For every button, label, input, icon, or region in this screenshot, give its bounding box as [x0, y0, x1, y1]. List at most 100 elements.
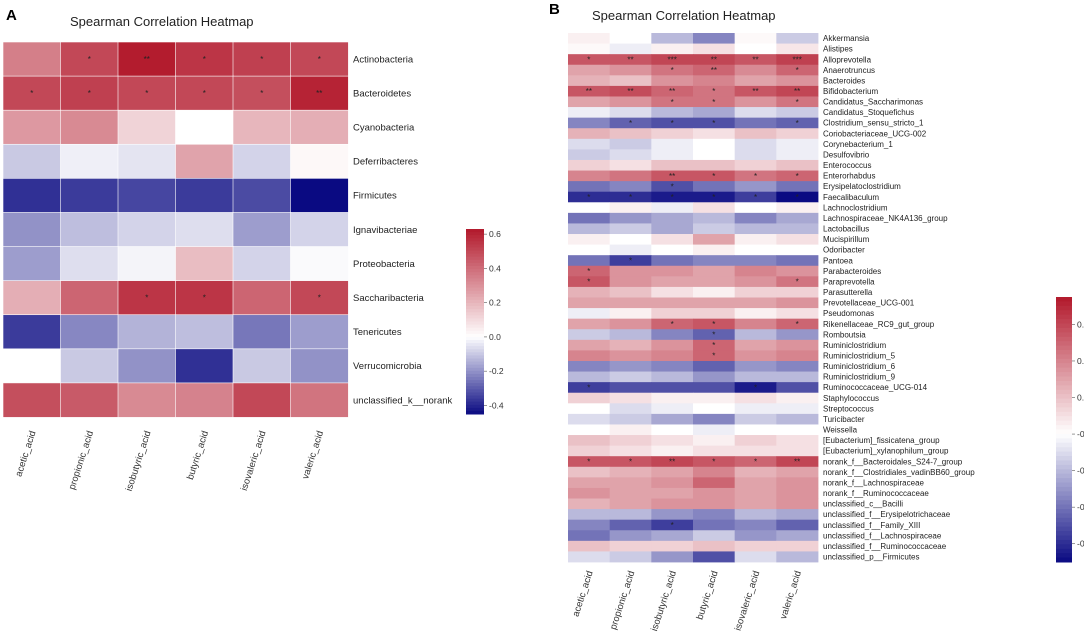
heatmap-cell-B	[568, 360, 611, 372]
row-label-B: Candidatus_Stoquefichus	[823, 108, 914, 117]
colorbar-segment-A	[466, 380, 484, 384]
heatmap-cell-B	[693, 223, 736, 235]
heatmap-cell-B	[693, 128, 736, 140]
heatmap-cell-B	[734, 540, 777, 552]
heatmap-cell-B	[568, 212, 611, 224]
heatmap-cell-B	[651, 329, 694, 341]
heatmap-cell-A	[117, 246, 177, 282]
colorbar-segment-A	[466, 410, 484, 415]
heatmap-cell-B	[776, 96, 819, 108]
colorbar-segment-A	[466, 229, 484, 233]
heatmap-cell-B	[693, 43, 736, 55]
significance-mark-B: **	[711, 55, 717, 64]
heatmap-cell-B	[609, 382, 652, 394]
row-label-B: Romboutsia	[823, 330, 866, 339]
colorbar-segment-B	[1056, 358, 1072, 364]
heatmap-cell-B	[734, 339, 777, 351]
heatmap-cell-B	[568, 329, 611, 341]
heatmap-cell-B	[776, 212, 819, 224]
colorbar-segment-B	[1056, 548, 1072, 554]
significance-mark-B: **	[752, 55, 758, 64]
colorbar-segment-B	[1056, 433, 1072, 439]
heatmap-cell-B	[609, 509, 652, 521]
heatmap-cell-B	[776, 530, 819, 542]
colorbar-segment-A	[466, 250, 484, 255]
heatmap-cell-B	[734, 265, 777, 277]
heatmap-cell-B	[568, 519, 611, 531]
colorbar-segment-B	[1056, 557, 1072, 563]
colorbar-segment-B	[1056, 500, 1072, 506]
heatmap-cell-B	[609, 54, 652, 66]
colorbar-segment-A	[466, 389, 484, 393]
colorbar-segment-A	[466, 367, 484, 372]
heatmap-cell-B	[693, 435, 736, 447]
heatmap-cell-B	[651, 308, 694, 320]
colorbar-segment-B	[1056, 442, 1072, 448]
column-label-B: valeric_acid	[778, 570, 804, 621]
heatmap-cell-A	[117, 178, 177, 214]
row-label-B: norank_f__Lachnospiraceae	[823, 478, 925, 487]
heatmap-cell-B	[568, 181, 611, 193]
row-label-B: [Eubacterium]_xylanophilum_group	[823, 447, 949, 456]
heatmap-cell-B	[651, 234, 694, 245]
heatmap-cell-B	[693, 318, 736, 330]
heatmap-cell-A	[2, 178, 62, 214]
heatmap-cell-B	[693, 159, 736, 171]
heatmap-cell-B	[609, 33, 652, 44]
heatmap-cell-B	[568, 33, 611, 44]
heatmap-cell-A	[60, 314, 119, 350]
heatmap-cell-B	[693, 286, 736, 298]
heatmap-cell-B	[776, 318, 819, 330]
heatmap-cell-B	[693, 487, 736, 499]
significance-mark-A: *	[145, 294, 148, 303]
heatmap-cell-B	[651, 350, 694, 362]
heatmap-cell-B	[693, 308, 736, 320]
heatmap-cell-A	[117, 314, 177, 350]
colorbar-segment-A	[466, 358, 484, 363]
colorbar-segment-A	[466, 303, 484, 307]
significance-mark-A: **	[316, 89, 322, 98]
significance-mark-B: *	[712, 320, 715, 329]
colorbar-segment-A	[466, 373, 484, 378]
heatmap-cell-B	[568, 445, 611, 457]
heatmap-cell-B	[734, 202, 777, 214]
row-label-B: Parasutterella	[823, 288, 873, 297]
row-label-B: Lactobacillus	[823, 225, 869, 234]
heatmap-cell-A	[2, 212, 62, 248]
row-label-B: unclassified_f__Family_XIII	[823, 521, 920, 530]
heatmap-cell-B	[651, 159, 694, 171]
heatmap-cell-B	[734, 128, 777, 140]
heatmap-cell-B	[734, 255, 777, 267]
heatmap-cell-B	[568, 350, 611, 362]
colorbar-segment-B	[1056, 425, 1072, 430]
heatmap-cell-A	[60, 348, 119, 384]
significance-mark-B: *	[629, 457, 632, 466]
colorbar-segment-A	[466, 244, 484, 248]
heatmap-cell-B	[651, 286, 694, 298]
significance-mark-B: *	[629, 193, 632, 202]
heatmap-cell-B	[734, 159, 777, 171]
row-label-B: Desulfovibrio	[823, 150, 870, 159]
heatmap-cell-B	[734, 382, 777, 394]
heatmap-cell-B	[776, 223, 819, 235]
significance-mark-A: *	[88, 89, 91, 98]
significance-mark-B: *	[629, 256, 632, 265]
chart-title-B: Spearman Correlation Heatmap	[592, 8, 776, 23]
colorbar-segment-B	[1056, 504, 1072, 510]
colorbar-tick-label-B: 0.6	[1077, 319, 1084, 329]
heatmap-cell-B	[651, 477, 694, 489]
colorbar-segment-A	[466, 377, 484, 381]
heatmap-cell-A	[290, 75, 349, 111]
heatmap-cell-A	[290, 143, 349, 180]
significance-mark-B: *	[796, 66, 799, 75]
row-label-B: norank_f__Clostridiales_vadinBB60_group	[823, 468, 975, 477]
heatmap-cell-B	[776, 392, 819, 404]
colorbar-segment-A	[466, 299, 484, 304]
heatmap-cell-B	[568, 117, 611, 129]
heatmap-cell-B	[734, 64, 777, 76]
colorbar-segment-B	[1056, 354, 1072, 360]
colorbar-segment-B	[1056, 403, 1072, 408]
colorbar-segment-A	[466, 278, 484, 282]
heatmap-cell-B	[693, 64, 736, 76]
heatmap-cell-A	[60, 212, 119, 248]
